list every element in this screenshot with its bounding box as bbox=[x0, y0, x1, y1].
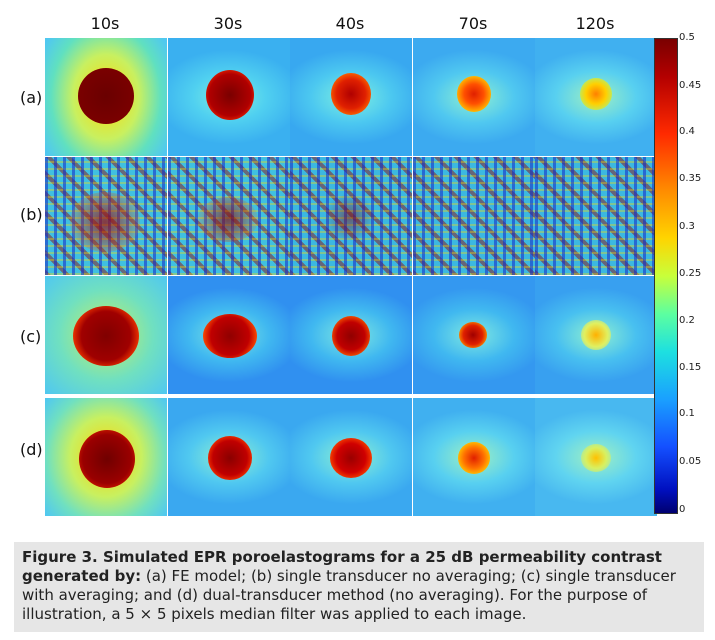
colorbar-tick: 0.15 bbox=[679, 362, 702, 373]
column-label-10s: 10s bbox=[90, 14, 120, 33]
column-label-70s: 70s bbox=[458, 14, 488, 33]
image-a-10s bbox=[45, 38, 167, 156]
image-b-10s bbox=[45, 157, 167, 275]
colorbar-tick: 0.4 bbox=[679, 126, 695, 137]
image-c-40s bbox=[290, 276, 412, 394]
image-a-40s bbox=[290, 38, 412, 156]
colorbar-tick: 0.25 bbox=[679, 268, 702, 279]
colorbar-tick: 0.2 bbox=[679, 315, 695, 326]
row-label-c: (c) bbox=[20, 327, 42, 346]
row-label-b: (b) bbox=[20, 205, 43, 224]
image-c-30s bbox=[168, 276, 290, 394]
colorbar-tick: 0.05 bbox=[679, 456, 702, 467]
image-d-70s bbox=[413, 398, 535, 516]
colorbar-tick: 0 bbox=[679, 504, 686, 515]
colorbar-tick: 0.1 bbox=[679, 408, 695, 419]
image-d-40s bbox=[290, 398, 412, 516]
colorbar-tick: 0.3 bbox=[679, 221, 695, 232]
caption-title: Figure 3. Simulated EPR poroelastograms … bbox=[22, 548, 662, 585]
colorbar-tick: 0.5 bbox=[679, 32, 695, 43]
image-c-120s bbox=[535, 276, 657, 394]
image-c-10s bbox=[45, 276, 167, 394]
column-label-40s: 40s bbox=[335, 14, 365, 33]
figure-caption: Figure 3. Simulated EPR poroelastograms … bbox=[14, 542, 704, 632]
image-b-70s bbox=[413, 157, 535, 275]
colorbar bbox=[654, 38, 678, 514]
image-d-10s bbox=[45, 398, 167, 516]
caption-text: (a) FE model; (b) single transducer no a… bbox=[22, 567, 676, 623]
row-label-a: (a) bbox=[20, 88, 43, 107]
image-d-30s bbox=[168, 398, 290, 516]
image-a-120s bbox=[535, 38, 657, 156]
image-b-40s bbox=[290, 157, 412, 275]
column-label-30s: 30s bbox=[213, 14, 243, 33]
image-b-120s bbox=[535, 157, 657, 275]
colorbar-tick: 0.35 bbox=[679, 173, 702, 184]
image-a-70s bbox=[413, 38, 535, 156]
image-b-30s bbox=[168, 157, 290, 275]
column-label-120s: 120s bbox=[575, 14, 615, 33]
colorbar-tick: 0.45 bbox=[679, 80, 702, 91]
image-a-30s bbox=[168, 38, 290, 156]
row-label-d: (d) bbox=[20, 440, 43, 459]
image-d-120s bbox=[535, 398, 657, 516]
image-c-70s bbox=[413, 276, 535, 394]
